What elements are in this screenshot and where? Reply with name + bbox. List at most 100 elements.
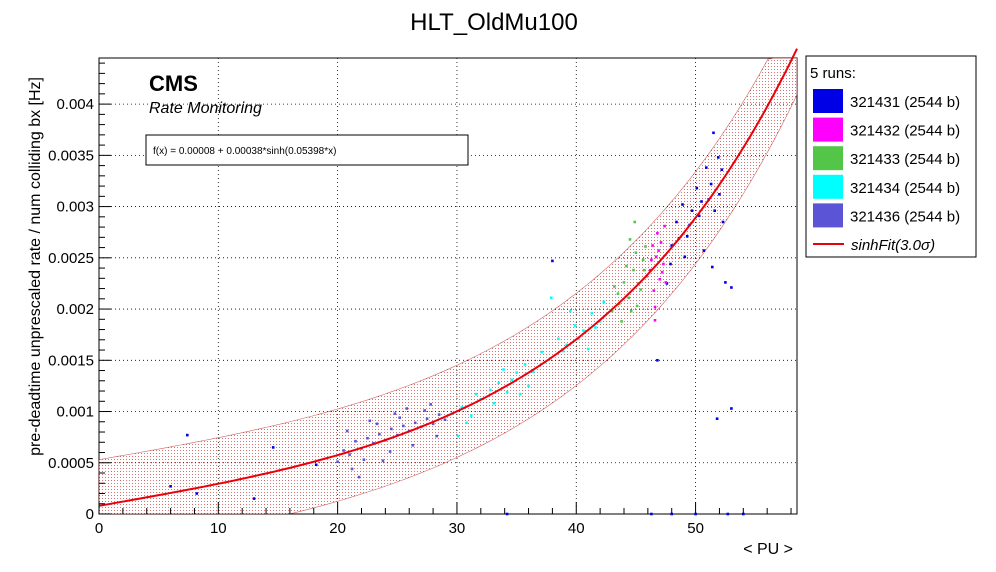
data-point [629,309,633,313]
data-point [658,278,662,281]
legend-entry-label: 321433 (2544 b) [850,151,960,168]
data-point [549,296,553,300]
data-point [362,458,366,461]
data-point [470,414,473,417]
data-point [648,268,652,272]
data-point [730,407,733,410]
data-point [443,418,447,421]
data-point [429,403,432,406]
data-point [726,512,730,516]
data-point [474,392,478,396]
data-point [702,249,706,252]
data-point [594,326,597,329]
data-point [653,305,657,309]
data-point [435,434,438,438]
data-point [602,300,605,304]
cms-sublabel: Rate Monitoring [149,100,262,117]
data-point [730,286,733,289]
y-tick-label: 0.0025 [48,250,94,267]
data-point [540,350,543,354]
data-point [715,417,719,420]
data-point [577,337,580,341]
data-point [644,245,647,248]
y-tick-label: 0.002 [56,301,94,318]
data-point [437,413,441,416]
data-point [717,156,720,159]
y-tick-label: 0 [86,506,94,523]
data-point [398,416,401,419]
data-point [460,406,463,409]
legend-entry-label: 321431 (2544 b) [850,94,960,111]
data-point [652,289,656,292]
x-tick-label: 30 [449,520,466,537]
data-point [390,427,393,431]
data-point [711,265,714,269]
data-point [336,460,339,463]
data-point [557,337,560,341]
legend-header: 5 runs: [810,65,856,82]
data-point [527,384,530,388]
series-321434 [450,296,605,438]
data-point [657,249,660,252]
legend-swatch [813,203,843,228]
data-point [492,402,496,405]
y-tick-label: 0.0005 [48,455,94,472]
legend-entries: 321431 (2544 b) 321432 (2544 b) 321433 (25… [813,89,960,228]
data-point [502,368,505,371]
data-point [368,419,372,423]
fit-band-area [98,57,798,515]
chart-title: HLT_OldMu100 [410,9,578,36]
data-point [342,449,345,452]
data-point [561,349,565,353]
data-point [697,214,701,218]
data-point [635,304,639,308]
data-point [456,434,460,438]
data-points [169,131,745,516]
data-point [375,422,379,426]
gridlines [99,58,797,514]
data-point [650,258,653,262]
legend-fit-label: sinhFit(3.0σ) [851,237,935,254]
data-point [662,262,665,266]
data-point [610,309,614,313]
data-point [366,436,369,440]
data-point [690,209,694,212]
data-point [411,444,415,447]
x-tick-label: 10 [210,520,227,537]
data-point [350,467,354,471]
data-point [709,182,713,186]
data-point [378,432,381,436]
data-point [425,417,429,420]
data-point [634,251,638,254]
data-point [551,259,554,263]
data-point [720,168,724,171]
data-point [620,320,623,323]
data-point [354,439,357,443]
data-point [402,424,405,428]
data-point [654,255,658,259]
legend-entry-label: 321434 (2544 b) [850,180,960,197]
data-point [518,392,522,396]
data-point [405,407,409,410]
data-point [582,329,585,332]
data-point [413,421,417,425]
data-point [573,324,577,327]
data-point [627,296,631,300]
data-point [653,319,657,322]
series-321436 [336,403,447,479]
fit-band [98,57,798,515]
data-point [695,186,699,190]
data-point [643,268,646,272]
legend-swatch [813,89,843,113]
data-point [388,450,392,453]
data-point [423,409,426,412]
data-point [622,281,626,284]
data-point [195,492,199,495]
x-tick-label: 50 [687,520,704,537]
data-point [660,270,664,274]
data-point [169,485,172,488]
data-point [569,309,572,313]
data-point [685,235,689,238]
fit-curve [98,48,798,507]
